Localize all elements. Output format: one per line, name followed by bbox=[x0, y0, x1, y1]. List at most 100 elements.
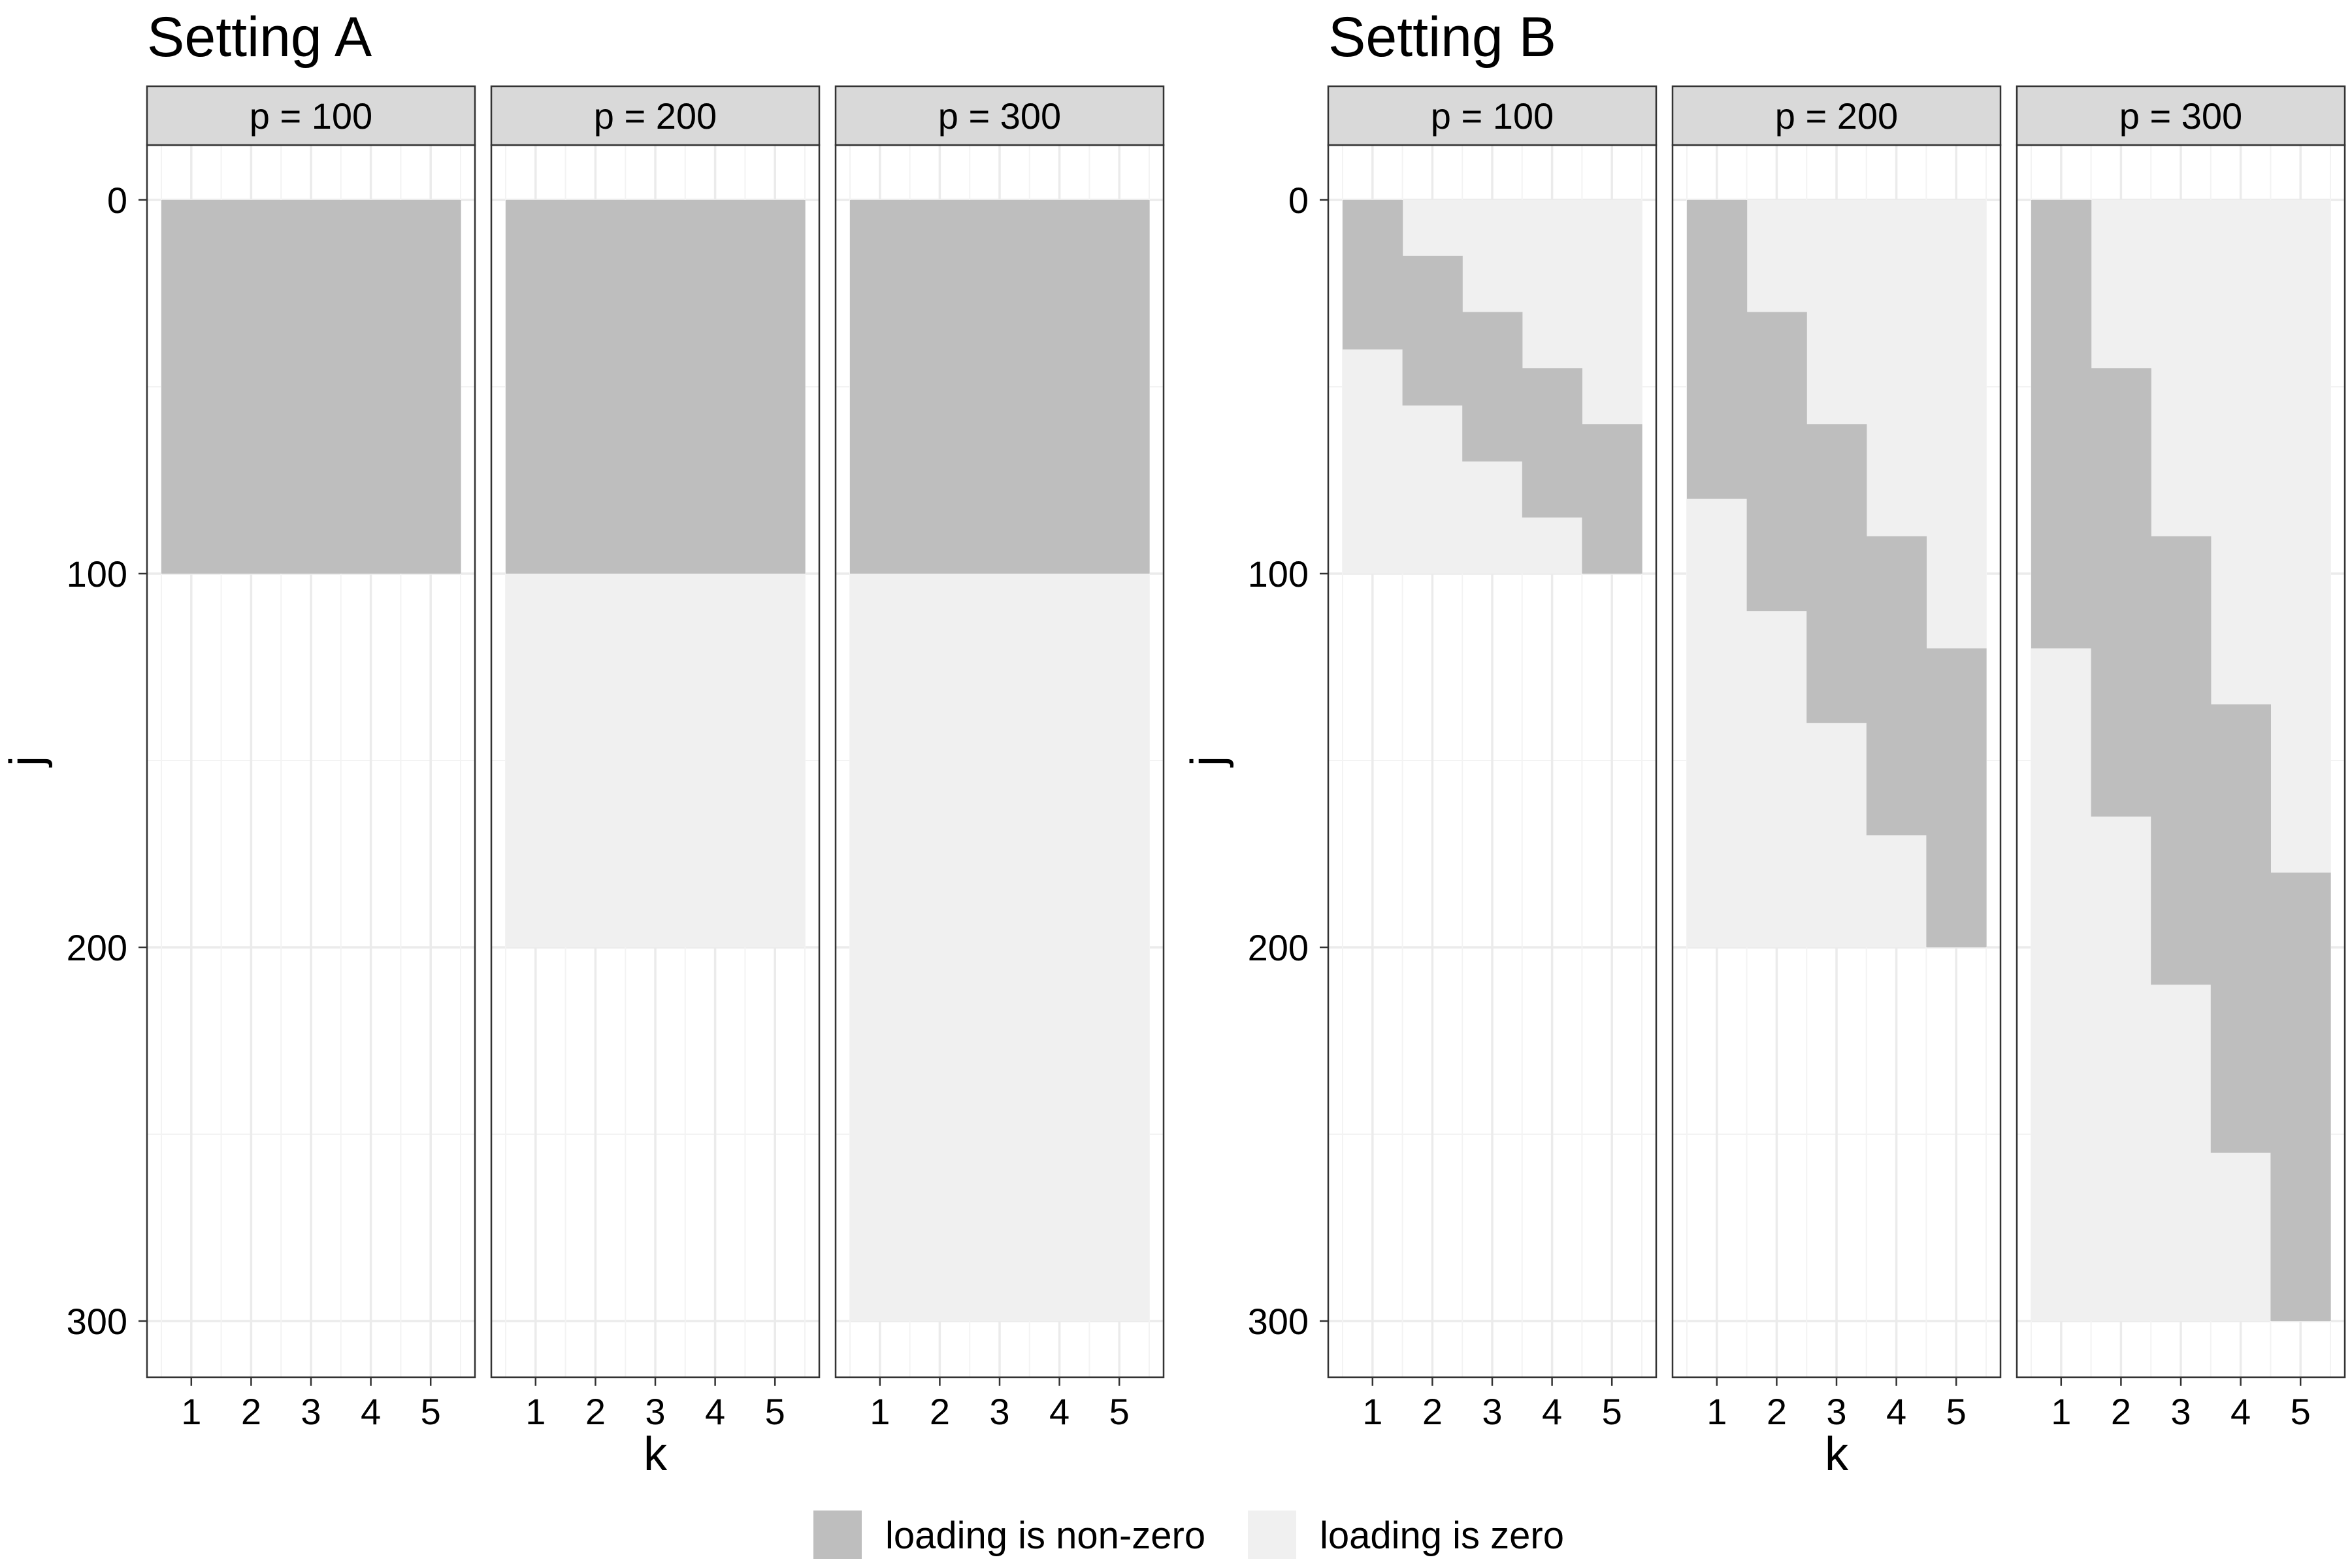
x-tick-label: 1 bbox=[181, 1391, 201, 1432]
x-tick-label: 2 bbox=[930, 1391, 950, 1432]
nonzero-loading-block bbox=[2270, 872, 2331, 1321]
nonzero-loading-block bbox=[281, 200, 342, 574]
nonzero-loading-block bbox=[1343, 200, 1403, 350]
nonzero-loading-block bbox=[685, 200, 745, 574]
x-tick-label: 4 bbox=[1542, 1391, 1562, 1432]
x-tick-label: 2 bbox=[2111, 1391, 2131, 1432]
y-axis-title: j bbox=[1, 756, 53, 768]
nonzero-loading-block bbox=[340, 200, 401, 574]
nonzero-loading-block bbox=[161, 200, 222, 574]
nonzero-loading-block bbox=[1746, 312, 1807, 612]
x-tick-label: 3 bbox=[2170, 1391, 2191, 1432]
x-tick-label: 4 bbox=[705, 1391, 725, 1432]
facet-strip bbox=[2016, 85, 2346, 146]
x-tick-label: 5 bbox=[1602, 1391, 1622, 1432]
x-tick-label: 1 bbox=[1707, 1391, 1727, 1432]
x-tick-label: 3 bbox=[989, 1391, 1009, 1432]
x-tick-label: 3 bbox=[1482, 1391, 1502, 1432]
legend-key bbox=[813, 1511, 862, 1559]
facet-panel: p = 100 1 2 3 4 5 bbox=[1327, 85, 1658, 1432]
nonzero-loading-block bbox=[2031, 200, 2092, 649]
x-tick-label: 3 bbox=[301, 1391, 321, 1432]
nonzero-loading-block bbox=[1089, 200, 1150, 574]
facet-strip-label: p = 100 bbox=[1431, 95, 1554, 137]
facet-panel: p = 300 1 2 3 4 5 bbox=[2016, 85, 2346, 1432]
facet-panel: p = 100 1 2 3 4 5 bbox=[146, 85, 476, 1432]
x-tick-label: 5 bbox=[2291, 1391, 2311, 1432]
facet-strip bbox=[146, 85, 476, 146]
nonzero-loading-block bbox=[1866, 536, 1927, 836]
facet-panel: p = 300 1 2 3 4 5 bbox=[834, 85, 1165, 1432]
nonzero-loading-block bbox=[2091, 368, 2151, 817]
nonzero-loading-block bbox=[565, 200, 626, 574]
legend-label: loading is zero bbox=[1320, 1514, 1564, 1557]
y-tick-label: 100 bbox=[67, 553, 127, 595]
nonzero-loading-block bbox=[400, 200, 461, 574]
y-tick-label: 0 bbox=[1288, 180, 1309, 221]
legend: loading is non-zero loading is zero bbox=[813, 1511, 1564, 1559]
facet-strip bbox=[834, 85, 1165, 146]
facet-panel: p = 200 1 2 3 4 5 bbox=[490, 85, 821, 1432]
y-tick-label: 100 bbox=[1248, 553, 1309, 595]
facet-strip-label: p = 100 bbox=[250, 95, 372, 137]
facet-strip-label: p = 200 bbox=[1775, 95, 1898, 137]
nonzero-loading-block bbox=[221, 200, 282, 574]
y-tick-label: 300 bbox=[1248, 1301, 1309, 1342]
nonzero-loading-block bbox=[1926, 648, 1987, 947]
x-tick-label: 2 bbox=[1422, 1391, 1443, 1432]
x-tick-label: 5 bbox=[1946, 1391, 1967, 1432]
y-tick-label: 0 bbox=[107, 180, 127, 221]
y-axis-title: j bbox=[1182, 756, 1234, 768]
x-tick-label: 1 bbox=[525, 1391, 546, 1432]
nonzero-loading-block bbox=[1582, 424, 1642, 574]
facet-panel: p = 200 1 2 3 4 5 bbox=[1671, 85, 2002, 1432]
x-tick-label: 5 bbox=[421, 1391, 441, 1432]
x-tick-label: 1 bbox=[2051, 1391, 2071, 1432]
legend-label: loading is non-zero bbox=[885, 1514, 1205, 1557]
x-axis-title: k bbox=[644, 1428, 668, 1480]
x-tick-label: 5 bbox=[1109, 1391, 1130, 1432]
facet-strip-label: p = 300 bbox=[2119, 95, 2242, 137]
x-tick-label: 2 bbox=[241, 1391, 261, 1432]
x-tick-label: 4 bbox=[361, 1391, 381, 1432]
facet-strip bbox=[1327, 85, 1658, 146]
y-tick-label: 200 bbox=[1248, 927, 1309, 968]
y-tick-label: 200 bbox=[67, 927, 127, 968]
x-axis-title: k bbox=[1825, 1428, 1849, 1480]
nonzero-loading-block bbox=[1462, 312, 1523, 462]
nonzero-loading-block bbox=[850, 200, 911, 574]
setting-title: Setting A bbox=[147, 6, 372, 69]
x-tick-label: 3 bbox=[645, 1391, 665, 1432]
nonzero-loading-block bbox=[625, 200, 686, 574]
facet-strip-label: p = 300 bbox=[938, 95, 1061, 137]
nonzero-loading-block bbox=[1402, 255, 1463, 406]
x-tick-label: 4 bbox=[1886, 1391, 1906, 1432]
nonzero-loading-block bbox=[2210, 704, 2271, 1153]
setting-title: Setting B bbox=[1328, 6, 1556, 69]
nonzero-loading-block bbox=[1522, 368, 1582, 518]
x-tick-label: 3 bbox=[1826, 1391, 1846, 1432]
x-tick-label: 5 bbox=[765, 1391, 785, 1432]
x-tick-label: 1 bbox=[1362, 1391, 1382, 1432]
nonzero-loading-block bbox=[909, 200, 970, 574]
y-tick-label: 300 bbox=[67, 1301, 127, 1342]
nonzero-loading-block bbox=[1029, 200, 1090, 574]
facet-strip-label: p = 200 bbox=[594, 95, 717, 137]
nonzero-loading-block bbox=[970, 200, 1030, 574]
legend-key bbox=[1248, 1511, 1296, 1559]
x-tick-label: 4 bbox=[2230, 1391, 2251, 1432]
nonzero-loading-block bbox=[745, 200, 806, 574]
nonzero-loading-block bbox=[1806, 424, 1867, 723]
x-tick-label: 4 bbox=[1049, 1391, 1070, 1432]
nonzero-loading-block bbox=[2151, 536, 2212, 985]
facet-strip bbox=[490, 85, 821, 146]
x-tick-label: 2 bbox=[1767, 1391, 1787, 1432]
x-tick-label: 2 bbox=[585, 1391, 606, 1432]
nonzero-loading-block bbox=[1687, 200, 1748, 499]
x-tick-label: 1 bbox=[870, 1391, 890, 1432]
facet-strip bbox=[1671, 85, 2002, 146]
nonzero-loading-block bbox=[506, 200, 566, 574]
